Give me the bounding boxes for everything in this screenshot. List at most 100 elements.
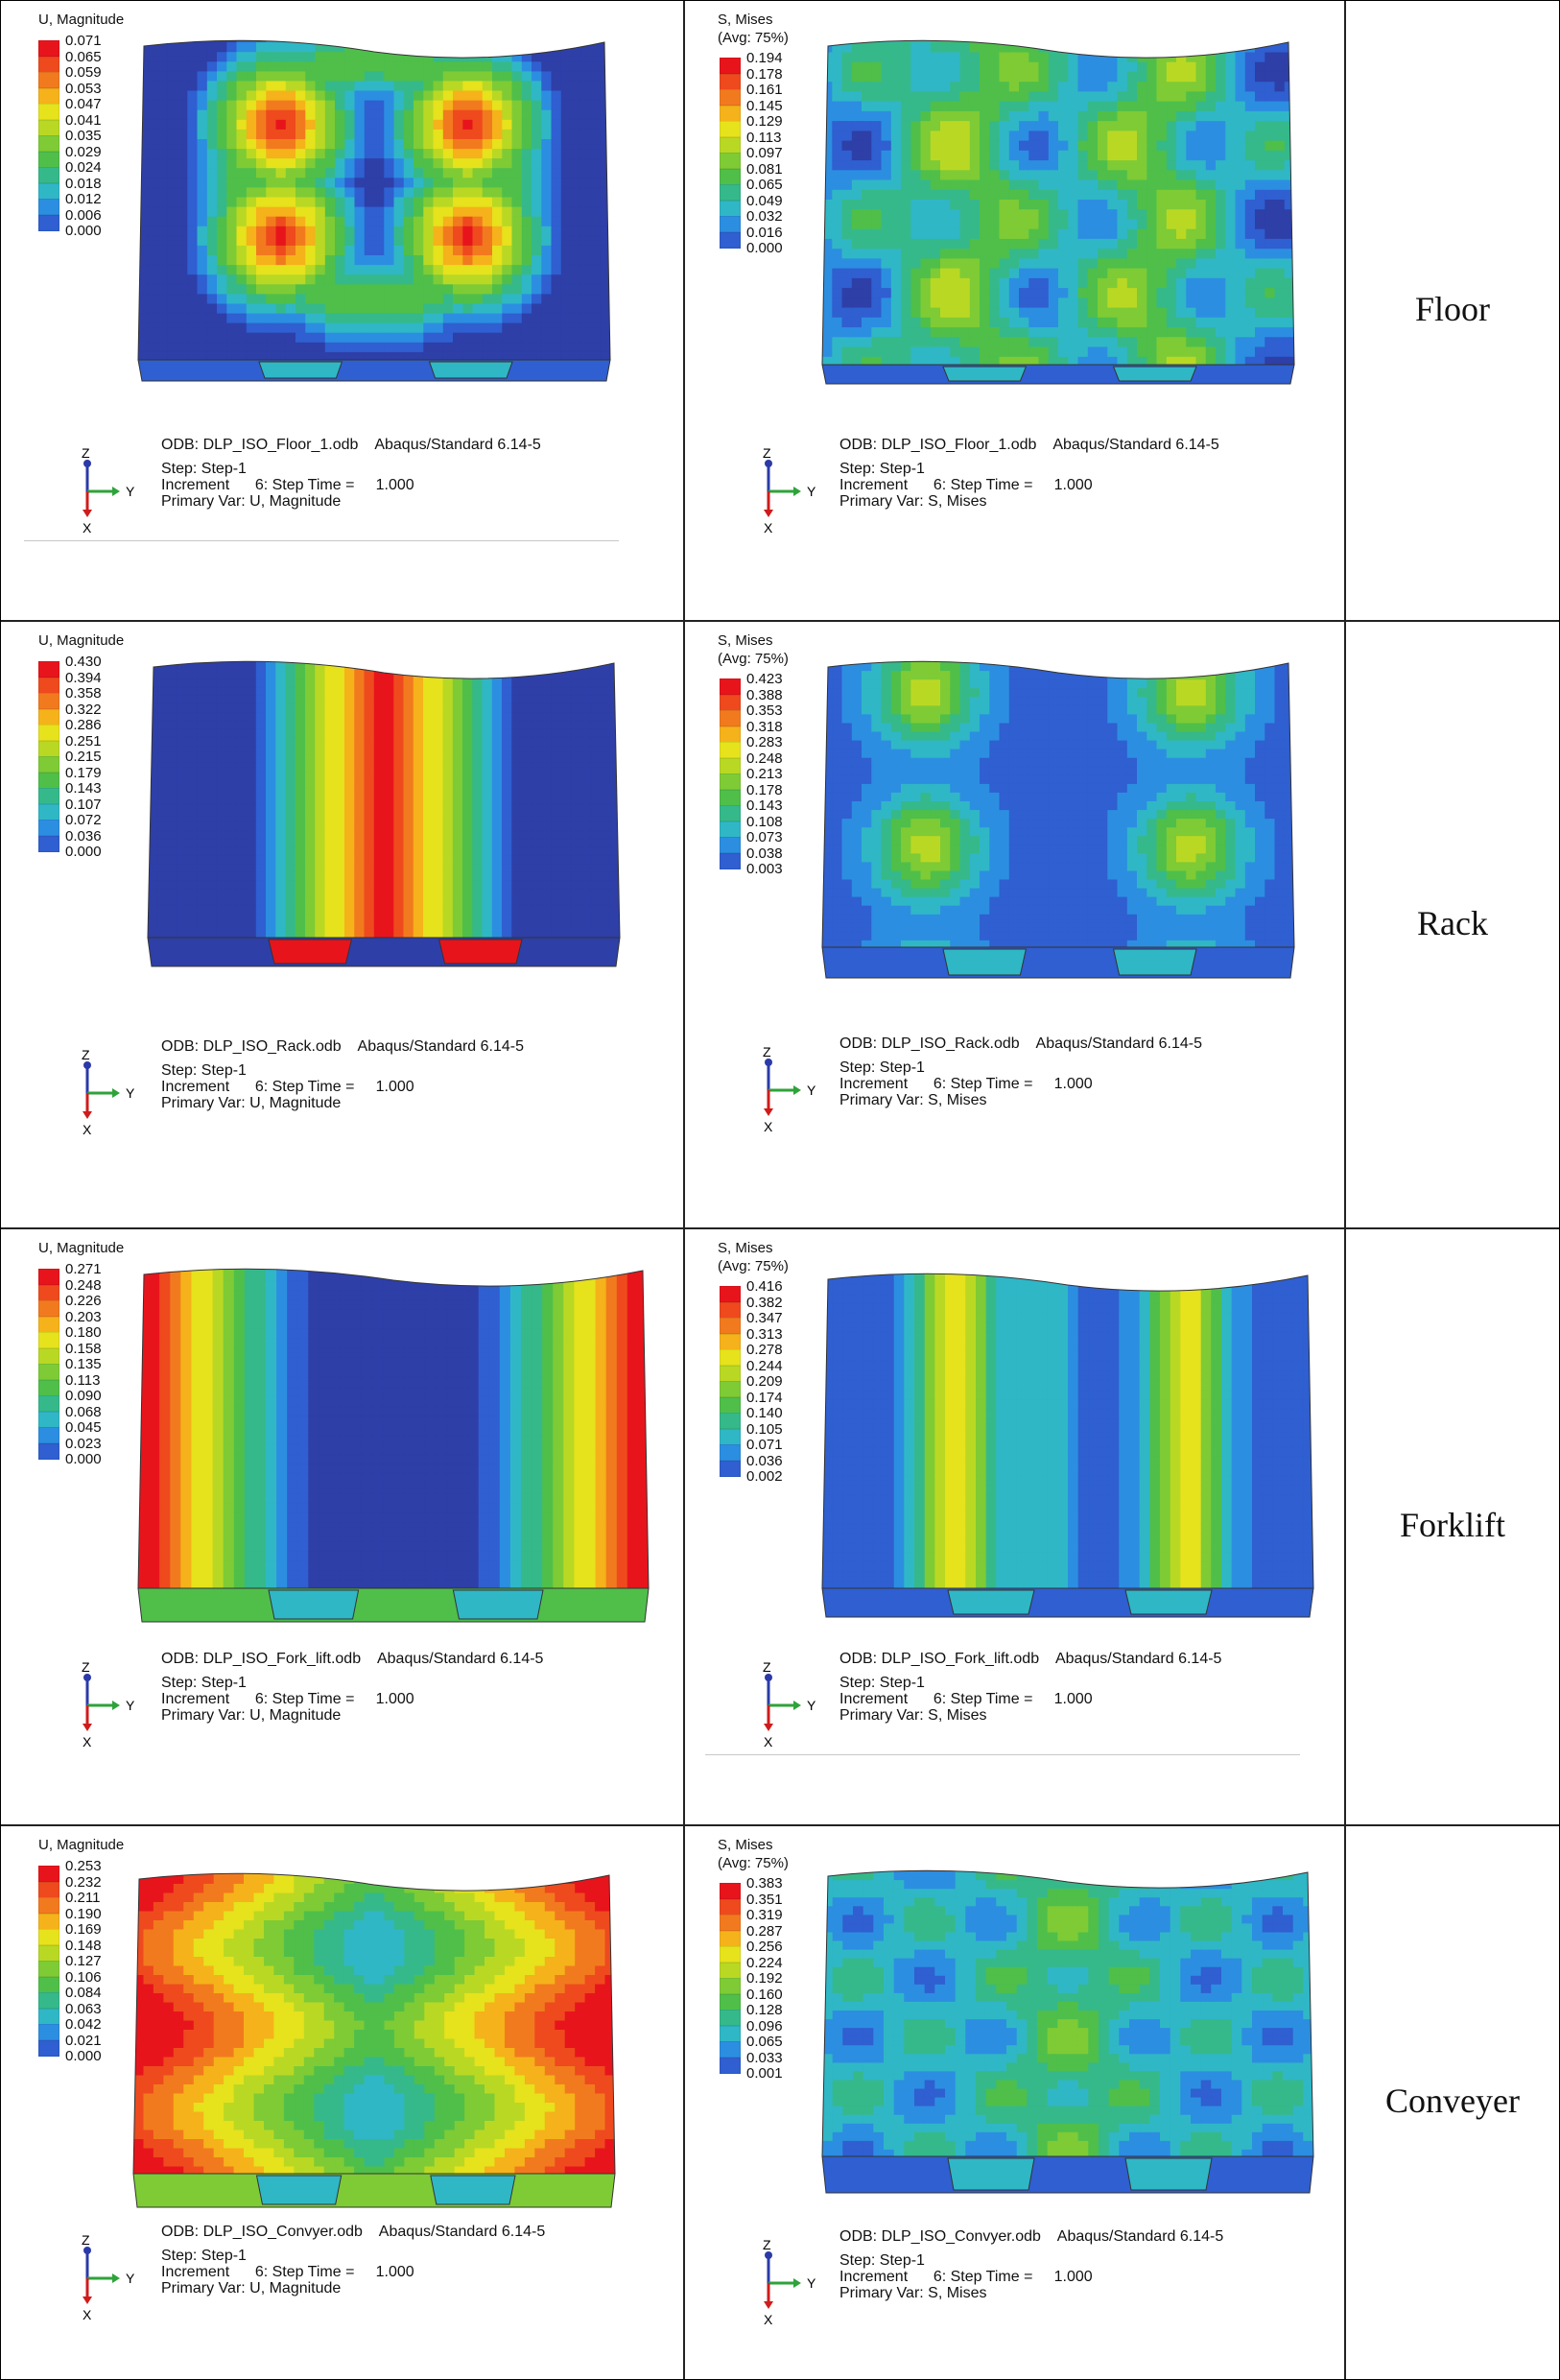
legend-value: 0.041 (65, 111, 102, 129)
x-axis-label: X (764, 2312, 773, 2326)
contour-field (822, 40, 1294, 366)
legend-entry: 0.041 (38, 111, 182, 136)
legend-entry: 0.160 (720, 1986, 863, 2011)
legend-swatch (720, 726, 741, 743)
legend-entry: 0.194 (720, 50, 863, 74)
legend-entry: 0.012 (38, 191, 182, 215)
legend-swatch (720, 774, 741, 790)
z-axis-label: Z (82, 2235, 90, 2248)
legend-value: 0.394 (65, 669, 102, 686)
legend-value: 0.002 (746, 1468, 783, 1485)
legend-swatch (38, 1347, 59, 1365)
legend-value: 0.180 (65, 1324, 102, 1341)
legend-swatch (38, 820, 59, 836)
legend-swatch (38, 119, 59, 136)
legend-entry: 0.032 (720, 208, 863, 232)
legend-entry: 0.072 (38, 812, 182, 836)
legend-value: 0.169 (65, 1921, 102, 1938)
x-axis-label: X (83, 520, 92, 535)
column-divider-2 (1344, 1, 1346, 2379)
legend-entry: 0.127 (38, 1953, 182, 1977)
legend-swatch (38, 740, 59, 757)
axis-triad: Z Y X (72, 1659, 149, 1749)
legend-entry: 0.047 (38, 96, 182, 120)
row-label-forklift: Forklift (1399, 1506, 1505, 1544)
stress-contour-plot (821, 1273, 1314, 1618)
legend-swatch (38, 1897, 59, 1914)
axis-triad: Z Y X (753, 1659, 830, 1749)
plate-outline (821, 39, 1295, 366)
legend-entry: 0.000 (38, 1451, 182, 1468)
legend-entry: 0.065 (38, 48, 182, 73)
legend-entry: 0.353 (720, 702, 863, 726)
legend-value: 0.251 (65, 732, 102, 750)
odb-line: ODB: DLP_ISO_Rack.odb Abaqus/Standard 6.… (161, 1038, 524, 1055)
legend-swatch (720, 1301, 741, 1319)
legend-value: 0.073 (746, 829, 783, 845)
pallet-opening-2 (1112, 366, 1197, 382)
legend-entry: 0.113 (720, 130, 863, 154)
legend-value: 0.105 (746, 1420, 783, 1438)
legend-entry: 0.319 (720, 1907, 863, 1931)
plate-front-face (821, 364, 1295, 385)
legend-entry: 0.283 (720, 734, 863, 758)
y-axis-label: Y (126, 484, 135, 499)
odb-line: ODB: DLP_ISO_Floor_1.odb Abaqus/Standard… (839, 437, 1219, 453)
legend-value: 0.033 (746, 2049, 783, 2066)
z-axis-label: Z (82, 1662, 90, 1675)
color-legend: 0.416 0.382 0.347 0.313 0.278 0.244 0.209 0.174… (720, 1278, 863, 1509)
legend-entry: 0.358 (38, 685, 182, 709)
displacement-contour-plot (137, 39, 611, 382)
legend-value: 0.179 (65, 764, 102, 781)
legend-entry: 0.169 (38, 1921, 182, 1945)
legend-value: 0.161 (746, 82, 783, 98)
legend-value: 0.215 (65, 749, 102, 765)
row-divider-1 (1, 620, 1559, 622)
legend-swatch (720, 200, 741, 217)
legend-entry: 0.003 (720, 861, 863, 878)
legend-entry: 0.081 (720, 161, 863, 185)
legend-entry: 0.278 (720, 1342, 863, 1366)
legend-entry: 0.318 (720, 718, 863, 743)
cell-floor-displacement: U, Magnitude 0.071 0.065 0.059 0.053 0.047 0.0… (0, 0, 682, 619)
legend-value: 0.143 (65, 780, 102, 797)
legend-swatch (38, 151, 59, 168)
legend-value: 0.065 (65, 48, 102, 65)
legend-entry: 0.090 (38, 1388, 182, 1412)
legend-entry: 0.148 (38, 1938, 182, 1962)
legend-entry: 0.006 (38, 207, 182, 231)
legend-entry: 0.423 (720, 671, 863, 695)
legend-value: 0.127 (65, 1953, 102, 1969)
legend-value: 0.000 (746, 240, 783, 256)
legend-swatch (38, 1913, 59, 1930)
legend-title: U, Magnitude (38, 1240, 125, 1256)
legend-value: 0.160 (746, 1986, 783, 2003)
legend-entry: 0.213 (720, 766, 863, 790)
stress-contour-plot (821, 39, 1295, 385)
legend-value: 0.036 (65, 827, 102, 845)
legend-swatch (38, 1411, 59, 1428)
plate-front-face (137, 359, 611, 382)
legend-swatch (38, 1379, 59, 1396)
odb-info-block: ODB: DLP_ISO_Fork_lift.odb Abaqus/Standa… (839, 1651, 1221, 1724)
legend-value: 0.018 (65, 175, 102, 192)
legend-value: 0.318 (746, 718, 783, 735)
legend-swatch (720, 1930, 741, 1947)
pallet-opening-1 (947, 2157, 1035, 2191)
legend-value: 0.012 (65, 191, 102, 207)
legend-swatch (38, 1332, 59, 1348)
legend-value: 0.000 (65, 1451, 102, 1467)
legend-swatch (720, 1898, 741, 1916)
legend-value: 0.256 (746, 1939, 783, 1955)
legend-value: 0.319 (746, 1907, 783, 1923)
legend-entry: 0.271 (38, 1261, 182, 1285)
legend-value: 0.024 (65, 159, 102, 176)
legend-entry: 0.158 (38, 1341, 182, 1365)
primary-line: Primary Var: U, Magnitude (161, 2280, 342, 2297)
legend-entry: 0.203 (38, 1309, 182, 1333)
legend-swatch (720, 710, 741, 726)
pallet-opening-1 (947, 1589, 1035, 1615)
legend-swatch (720, 121, 741, 137)
displacement-contour-plot (137, 1268, 650, 1623)
legend-swatch (720, 821, 741, 838)
